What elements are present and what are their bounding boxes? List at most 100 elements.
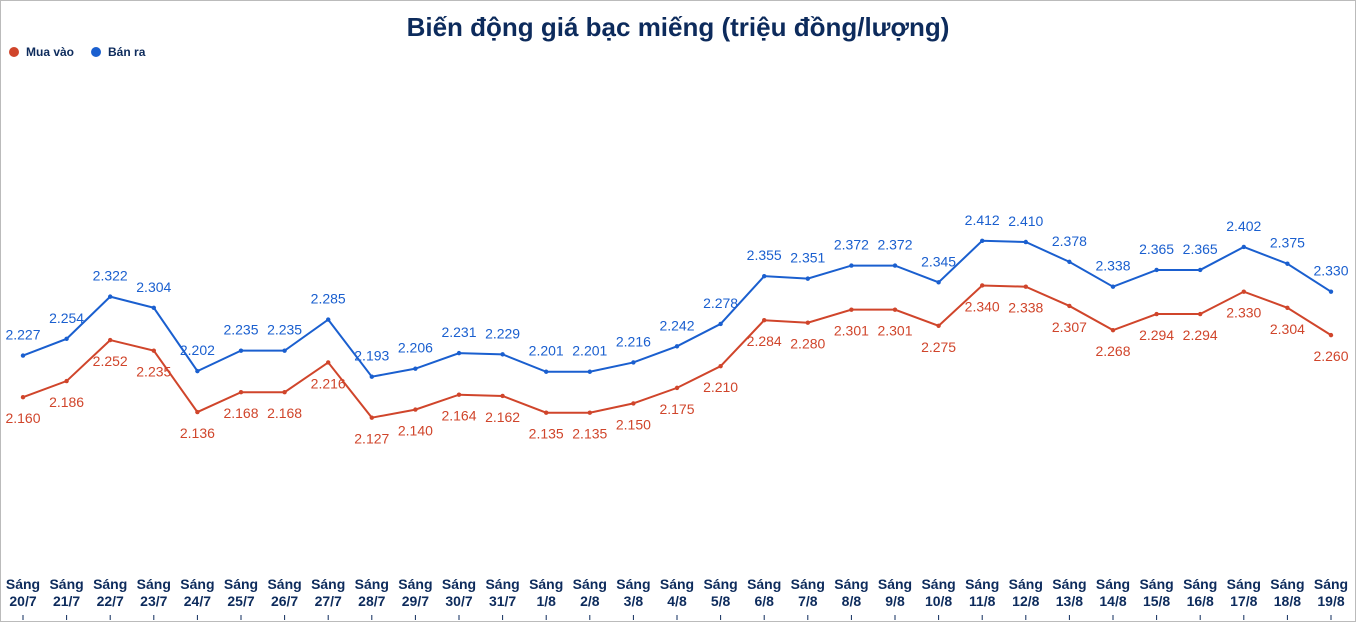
data-point — [413, 366, 418, 371]
legend-marker — [91, 47, 102, 57]
data-label: 2.150 — [616, 416, 651, 432]
x-tick-label: Sáng 15/8 — [1139, 576, 1174, 609]
data-label: 2.186 — [49, 394, 84, 410]
data-point — [805, 320, 810, 325]
data-label: 2.136 — [180, 425, 215, 441]
x-tick-label: Sáng 5/8 — [703, 576, 738, 609]
data-point — [238, 348, 244, 353]
data-point — [282, 390, 287, 395]
data-label: 2.307 — [1052, 319, 1087, 335]
data-label: 2.135 — [529, 426, 564, 442]
data-label: 2.340 — [965, 298, 1000, 314]
data-label: 2.402 — [1226, 218, 1261, 234]
data-point — [587, 369, 592, 374]
data-point — [413, 407, 418, 412]
data-point — [369, 415, 374, 420]
data-label: 2.201 — [572, 343, 607, 359]
x-tick-label: Sáng 28/7 — [354, 576, 389, 609]
x-tick-label: Sáng 13/8 — [1052, 576, 1087, 609]
data-label: 2.135 — [572, 426, 607, 442]
series-line — [22, 284, 1332, 419]
data-point — [631, 401, 636, 406]
data-label: 2.127 — [354, 431, 389, 447]
data-point — [674, 344, 680, 349]
data-label: 2.372 — [834, 237, 869, 253]
data-point — [980, 283, 985, 288]
data-point — [805, 276, 810, 281]
data-point — [892, 307, 898, 312]
x-tick-label: Sáng 22/7 — [93, 576, 128, 609]
data-label: 2.375 — [1270, 235, 1305, 251]
data-label: 2.168 — [267, 405, 302, 421]
data-label: 2.235 — [223, 322, 258, 338]
data-label: 2.260 — [1313, 348, 1348, 364]
data-label: 2.338 — [1008, 300, 1043, 316]
data-point — [1328, 289, 1334, 294]
data-label: 2.275 — [921, 339, 956, 355]
x-tick-label: Sáng 14/8 — [1095, 576, 1131, 609]
data-point — [762, 273, 767, 279]
data-point — [1067, 259, 1072, 265]
x-tick-label: Sáng 21/7 — [49, 576, 84, 609]
x-tick-label: Sáng 8/8 — [834, 576, 869, 609]
x-tick-label: Sáng 18/8 — [1270, 576, 1305, 609]
data-point — [587, 410, 592, 415]
data-point — [718, 363, 723, 369]
data-point — [718, 321, 723, 327]
x-tick-label: Sáng 25/7 — [223, 576, 259, 609]
data-label: 2.216 — [616, 333, 651, 349]
data-point — [1154, 267, 1159, 273]
x-tick-label: Sáng 10/8 — [921, 576, 956, 609]
data-label: 2.162 — [485, 409, 520, 425]
data-label: 2.322 — [93, 268, 128, 284]
data-point — [64, 378, 69, 384]
data-point — [238, 390, 244, 395]
data-point — [369, 374, 374, 379]
data-point — [1198, 311, 1203, 317]
data-point — [282, 348, 287, 353]
data-point — [1328, 332, 1334, 338]
data-label: 2.278 — [703, 295, 738, 311]
data-point — [151, 348, 156, 353]
data-label: 2.330 — [1313, 263, 1348, 279]
data-point — [20, 353, 26, 358]
legend-marker — [9, 47, 19, 57]
data-point — [849, 307, 854, 312]
data-point — [980, 238, 985, 243]
series-line — [22, 239, 1332, 378]
x-tick-label: Sáng 23/7 — [136, 576, 171, 609]
data-label: 2.201 — [529, 343, 564, 359]
data-point — [1110, 284, 1116, 289]
data-label: 2.175 — [659, 401, 694, 417]
data-label: 2.235 — [136, 364, 171, 380]
data-point — [849, 263, 854, 268]
data-point — [544, 369, 549, 374]
data-point — [631, 360, 636, 365]
data-label: 2.301 — [877, 323, 912, 339]
data-label: 2.160 — [5, 410, 40, 426]
data-label: 2.229 — [485, 325, 520, 341]
data-point — [1285, 261, 1290, 266]
data-label: 2.206 — [398, 340, 433, 356]
data-label: 2.140 — [398, 423, 433, 439]
x-tick-label: Sáng 17/8 — [1226, 576, 1261, 609]
data-label: 2.338 — [1095, 258, 1130, 274]
data-point — [151, 305, 156, 311]
data-point — [108, 294, 113, 299]
data-label: 2.235 — [267, 322, 302, 338]
x-tick-label: Sáng 16/8 — [1183, 576, 1218, 609]
data-point — [1154, 311, 1159, 317]
data-label: 2.294 — [1139, 327, 1174, 343]
data-point — [326, 360, 331, 365]
data-label: 2.372 — [877, 237, 912, 253]
data-point — [1110, 327, 1116, 333]
data-label: 2.345 — [921, 253, 956, 269]
data-point — [20, 394, 26, 400]
data-point — [674, 385, 680, 391]
data-point — [1241, 289, 1247, 294]
data-label: 2.252 — [93, 353, 128, 369]
data-point — [1198, 267, 1203, 273]
legend-label: Bán ra — [108, 45, 146, 59]
